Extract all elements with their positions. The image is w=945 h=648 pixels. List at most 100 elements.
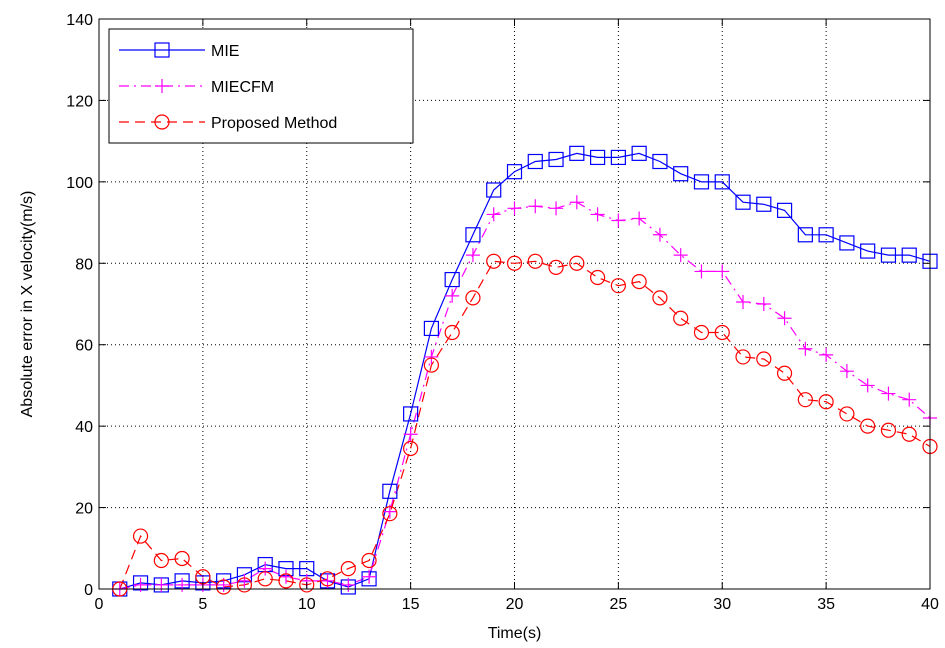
legend-label-1: MIE (211, 43, 239, 60)
square-marker (589, 149, 606, 166)
circle-marker (236, 577, 253, 593)
plus-marker (652, 227, 667, 242)
circle-marker (569, 255, 585, 271)
circle-marker (465, 290, 481, 306)
circle-marker (506, 255, 523, 271)
circle-marker (257, 571, 273, 587)
square-marker (423, 320, 439, 337)
circle-marker (652, 290, 668, 306)
y-tick-label: 100 (66, 175, 93, 192)
square-marker (403, 406, 419, 422)
square-marker (714, 174, 730, 190)
circle-marker (797, 392, 813, 408)
plus-marker (507, 201, 522, 216)
circle-marker (278, 573, 294, 589)
x-tick-label: 40 (921, 596, 939, 613)
circle-marker (527, 253, 543, 269)
grid-lines (99, 19, 930, 589)
circle-marker (423, 357, 439, 373)
plus-marker (860, 378, 875, 393)
x-axis-label: Time(s) (488, 625, 542, 642)
x-tick-label: 5 (198, 596, 207, 613)
circle-marker (839, 406, 855, 422)
x-tick-labels: 0 5 10 15 20 25 30 35 40 (95, 596, 939, 613)
plus-marker (154, 577, 169, 592)
square-marker (735, 194, 751, 210)
x-tick-label: 15 (402, 596, 420, 613)
circle-marker (860, 418, 876, 434)
plus-marker (756, 297, 771, 311)
square-marker (880, 247, 897, 263)
plus-marker (528, 199, 543, 214)
plus-marker (839, 364, 854, 379)
plus-marker (902, 392, 917, 407)
plus-marker (341, 577, 356, 592)
series-line-1 (119, 152, 931, 590)
plus-marker (569, 195, 584, 210)
circle-marker (361, 552, 377, 569)
plus-marker (715, 264, 730, 279)
circle-marker (174, 550, 190, 567)
square-marker (756, 196, 772, 212)
circle-marker (589, 269, 606, 286)
plus-marker (403, 427, 418, 442)
plus-marker (362, 569, 377, 584)
circle-marker (340, 561, 356, 577)
square-marker (486, 182, 502, 198)
circle-marker (154, 114, 170, 130)
x-tick-label: 0 (95, 596, 104, 613)
plus-marker (736, 294, 751, 309)
axis-ticks (98, 18, 931, 590)
plus-marker (611, 213, 626, 228)
square-marker (506, 164, 523, 180)
circle-marker (319, 571, 336, 587)
plus-marker (798, 341, 813, 356)
circle-marker (382, 506, 398, 522)
circle-marker (153, 552, 169, 569)
plus-marker (175, 577, 190, 592)
x-tick-label: 20 (506, 596, 524, 613)
plus-marker (632, 211, 647, 226)
square-marker (673, 166, 689, 182)
square-marker (444, 271, 460, 288)
x-tick-label: 30 (713, 596, 731, 613)
y-tick-label: 40 (75, 419, 93, 436)
plus-marker (258, 561, 273, 576)
plus-marker (673, 248, 688, 263)
y-tick-labels: 0 20 40 60 80 100 120 140 (66, 12, 93, 599)
circle-marker (735, 349, 751, 365)
plus-marker (549, 201, 564, 216)
square-marker (652, 153, 668, 170)
circle-marker (299, 577, 315, 593)
plus-marker (237, 573, 252, 588)
square-marker (548, 151, 564, 168)
plus-marker (819, 347, 834, 362)
square-marker (569, 145, 585, 161)
square-marker (860, 243, 876, 259)
y-axis-label: Absolute error in X velocity(m/s) (19, 191, 36, 418)
plus-marker (133, 577, 148, 592)
series-line-2 (119, 201, 931, 590)
legend-label-3: Proposed Method (211, 115, 337, 132)
y-tick-label: 20 (75, 501, 93, 518)
square-marker (776, 202, 793, 218)
plus-marker (486, 207, 501, 222)
x-tick-label: 10 (298, 596, 316, 613)
circle-marker (548, 259, 564, 275)
y-tick-label: 80 (75, 256, 93, 273)
series-markers (112, 145, 938, 597)
square-marker (154, 42, 170, 58)
circle-marker (486, 253, 502, 269)
x-tick-label: 35 (817, 596, 835, 613)
y-tick-label: 140 (66, 12, 93, 29)
square-marker (465, 227, 481, 243)
circle-marker (444, 324, 460, 341)
series-lines (119, 152, 931, 590)
circle-marker (673, 310, 689, 326)
circle-marker (756, 351, 772, 367)
plus-marker (694, 264, 709, 279)
plus-marker (590, 207, 605, 222)
circle-marker (132, 528, 149, 544)
circle-marker (693, 324, 710, 341)
circle-marker (880, 422, 897, 438)
